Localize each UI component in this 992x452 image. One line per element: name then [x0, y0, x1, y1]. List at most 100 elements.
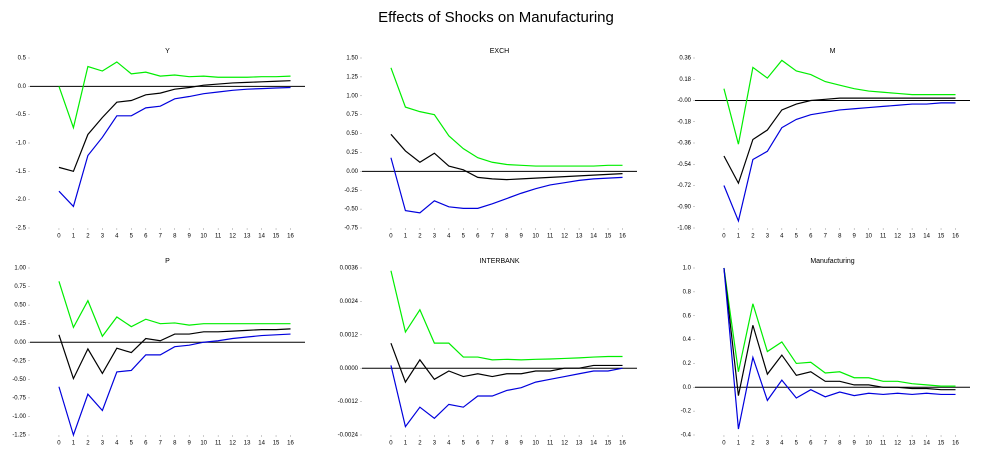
- x-tick-label: 8: [173, 441, 177, 447]
- x-tick-label: 10: [200, 234, 207, 240]
- series-line: [390, 67, 623, 167]
- y-tick-label: 0.6: [683, 313, 692, 319]
- y-tick-label: 0.0000: [340, 366, 359, 372]
- x-tick-label: 12: [561, 441, 568, 447]
- x-tick-label: 16: [619, 234, 626, 240]
- x-tick-label: 2: [751, 441, 755, 447]
- y-tick-label: 0.0012: [340, 332, 359, 338]
- y-tick-label: 0.75: [14, 284, 26, 290]
- x-tick-label: 16: [952, 441, 959, 447]
- series-line: [58, 86, 291, 208]
- x-tick-label: 1: [737, 441, 741, 447]
- y-tick-label: 0.00: [346, 169, 358, 175]
- x-tick-label: 11: [215, 234, 222, 240]
- y-tick-label: -0.0012: [338, 399, 359, 405]
- x-tick-label: 8: [838, 234, 842, 240]
- x-tick-label: 1: [737, 234, 741, 240]
- y-tick-label: 0.0: [18, 84, 27, 90]
- y-tick-label: -0.75: [12, 395, 26, 401]
- x-tick-label: 9: [853, 441, 857, 447]
- panel: INTERBANK 0.0036 0.0024 0.0012 0.0000 -0.0012…: [338, 258, 637, 447]
- y-tick-label: 0.36: [679, 56, 691, 62]
- x-tick-label: 11: [880, 441, 887, 447]
- x-tick-label: 4: [115, 234, 119, 240]
- x-tick-label: 4: [780, 441, 784, 447]
- figure-title: Effects of Shocks on Manufacturing: [378, 9, 614, 26]
- x-tick-label: 6: [476, 234, 480, 240]
- x-tick-label: 9: [853, 234, 857, 240]
- x-tick-label: 5: [130, 441, 134, 447]
- x-tick-label: 2: [86, 441, 90, 447]
- y-tick-label: 0.0024: [340, 299, 359, 305]
- x-tick-label: 1: [72, 234, 76, 240]
- x-tick-label: 10: [200, 441, 207, 447]
- panel-title: EXCH: [490, 48, 509, 55]
- y-tick-label: -0.5: [16, 112, 27, 118]
- x-tick-label: 6: [144, 234, 148, 240]
- y-tick-label: -0.36: [677, 141, 691, 147]
- y-tick-label: 0.2: [683, 361, 692, 367]
- x-tick-label: 4: [780, 234, 784, 240]
- y-tick-label: -1.5: [16, 169, 27, 175]
- y-tick-label: -1.00: [12, 414, 26, 420]
- x-tick-label: 0: [389, 234, 393, 240]
- x-tick-label: 11: [880, 234, 887, 240]
- x-tick-label: 8: [505, 234, 509, 240]
- x-tick-label: 6: [144, 441, 148, 447]
- y-tick-label: -0.50: [12, 377, 26, 383]
- x-tick-label: 15: [605, 441, 612, 447]
- x-tick-label: 0: [57, 234, 61, 240]
- x-tick-label: 10: [865, 234, 872, 240]
- x-tick-label: 3: [101, 441, 105, 447]
- panel-title: INTERBANK: [479, 258, 519, 265]
- x-tick-label: 9: [188, 441, 192, 447]
- x-tick-label: 13: [244, 441, 251, 447]
- x-tick-label: 6: [476, 441, 480, 447]
- x-tick-label: 15: [938, 441, 945, 447]
- x-tick-label: 11: [215, 441, 222, 447]
- x-tick-label: 11: [547, 441, 554, 447]
- x-tick-label: 14: [258, 234, 265, 240]
- x-tick-label: 12: [229, 234, 236, 240]
- y-tick-label: 1.50: [346, 56, 358, 62]
- x-tick-label: 3: [433, 234, 437, 240]
- x-tick-label: 2: [418, 234, 422, 240]
- y-tick-label: -0.25: [12, 358, 26, 364]
- series-line: [723, 59, 956, 145]
- y-tick-label: 0.4: [683, 337, 692, 343]
- x-tick-label: 8: [505, 441, 509, 447]
- series-line: [390, 365, 623, 429]
- x-tick-label: 12: [894, 441, 901, 447]
- series-line: [723, 267, 956, 396]
- y-tick-label: 0.00: [14, 340, 26, 346]
- y-tick-label: -0.75: [344, 226, 358, 232]
- panel: M 0.36 0.18 -0.00 -0.18 -0.36 -0.54 -0.72 -0.90 -…: [677, 48, 970, 240]
- panel: P 1.00 0.75 0.50 0.25 0.00 -0.25 -0.50 -0.75 -1.0…: [12, 258, 305, 447]
- series-line: [58, 328, 291, 381]
- y-tick-label: -0.90: [677, 204, 691, 210]
- x-tick-label: 16: [952, 234, 959, 240]
- x-tick-label: 4: [447, 234, 451, 240]
- x-tick-label: 15: [938, 234, 945, 240]
- x-tick-label: 7: [491, 441, 495, 447]
- y-tick-label: -0.0024: [338, 433, 359, 439]
- series-line: [390, 270, 623, 361]
- series-line: [723, 102, 956, 223]
- x-tick-label: 0: [722, 441, 726, 447]
- x-tick-label: 5: [462, 234, 466, 240]
- x-tick-label: 0: [722, 234, 726, 240]
- y-tick-label: -1.08: [677, 226, 691, 232]
- y-tick-label: 0.8: [683, 289, 692, 295]
- x-tick-label: 15: [605, 234, 612, 240]
- x-tick-label: 15: [273, 234, 280, 240]
- x-tick-label: 4: [115, 441, 119, 447]
- x-tick-label: 5: [795, 234, 799, 240]
- y-tick-label: -0.2: [681, 409, 692, 415]
- panel-title: M: [830, 48, 836, 55]
- x-tick-label: 8: [173, 234, 177, 240]
- y-tick-label: -0.00: [677, 98, 691, 104]
- x-tick-label: 1: [404, 441, 408, 447]
- x-tick-label: 15: [273, 441, 280, 447]
- x-tick-label: 16: [287, 234, 294, 240]
